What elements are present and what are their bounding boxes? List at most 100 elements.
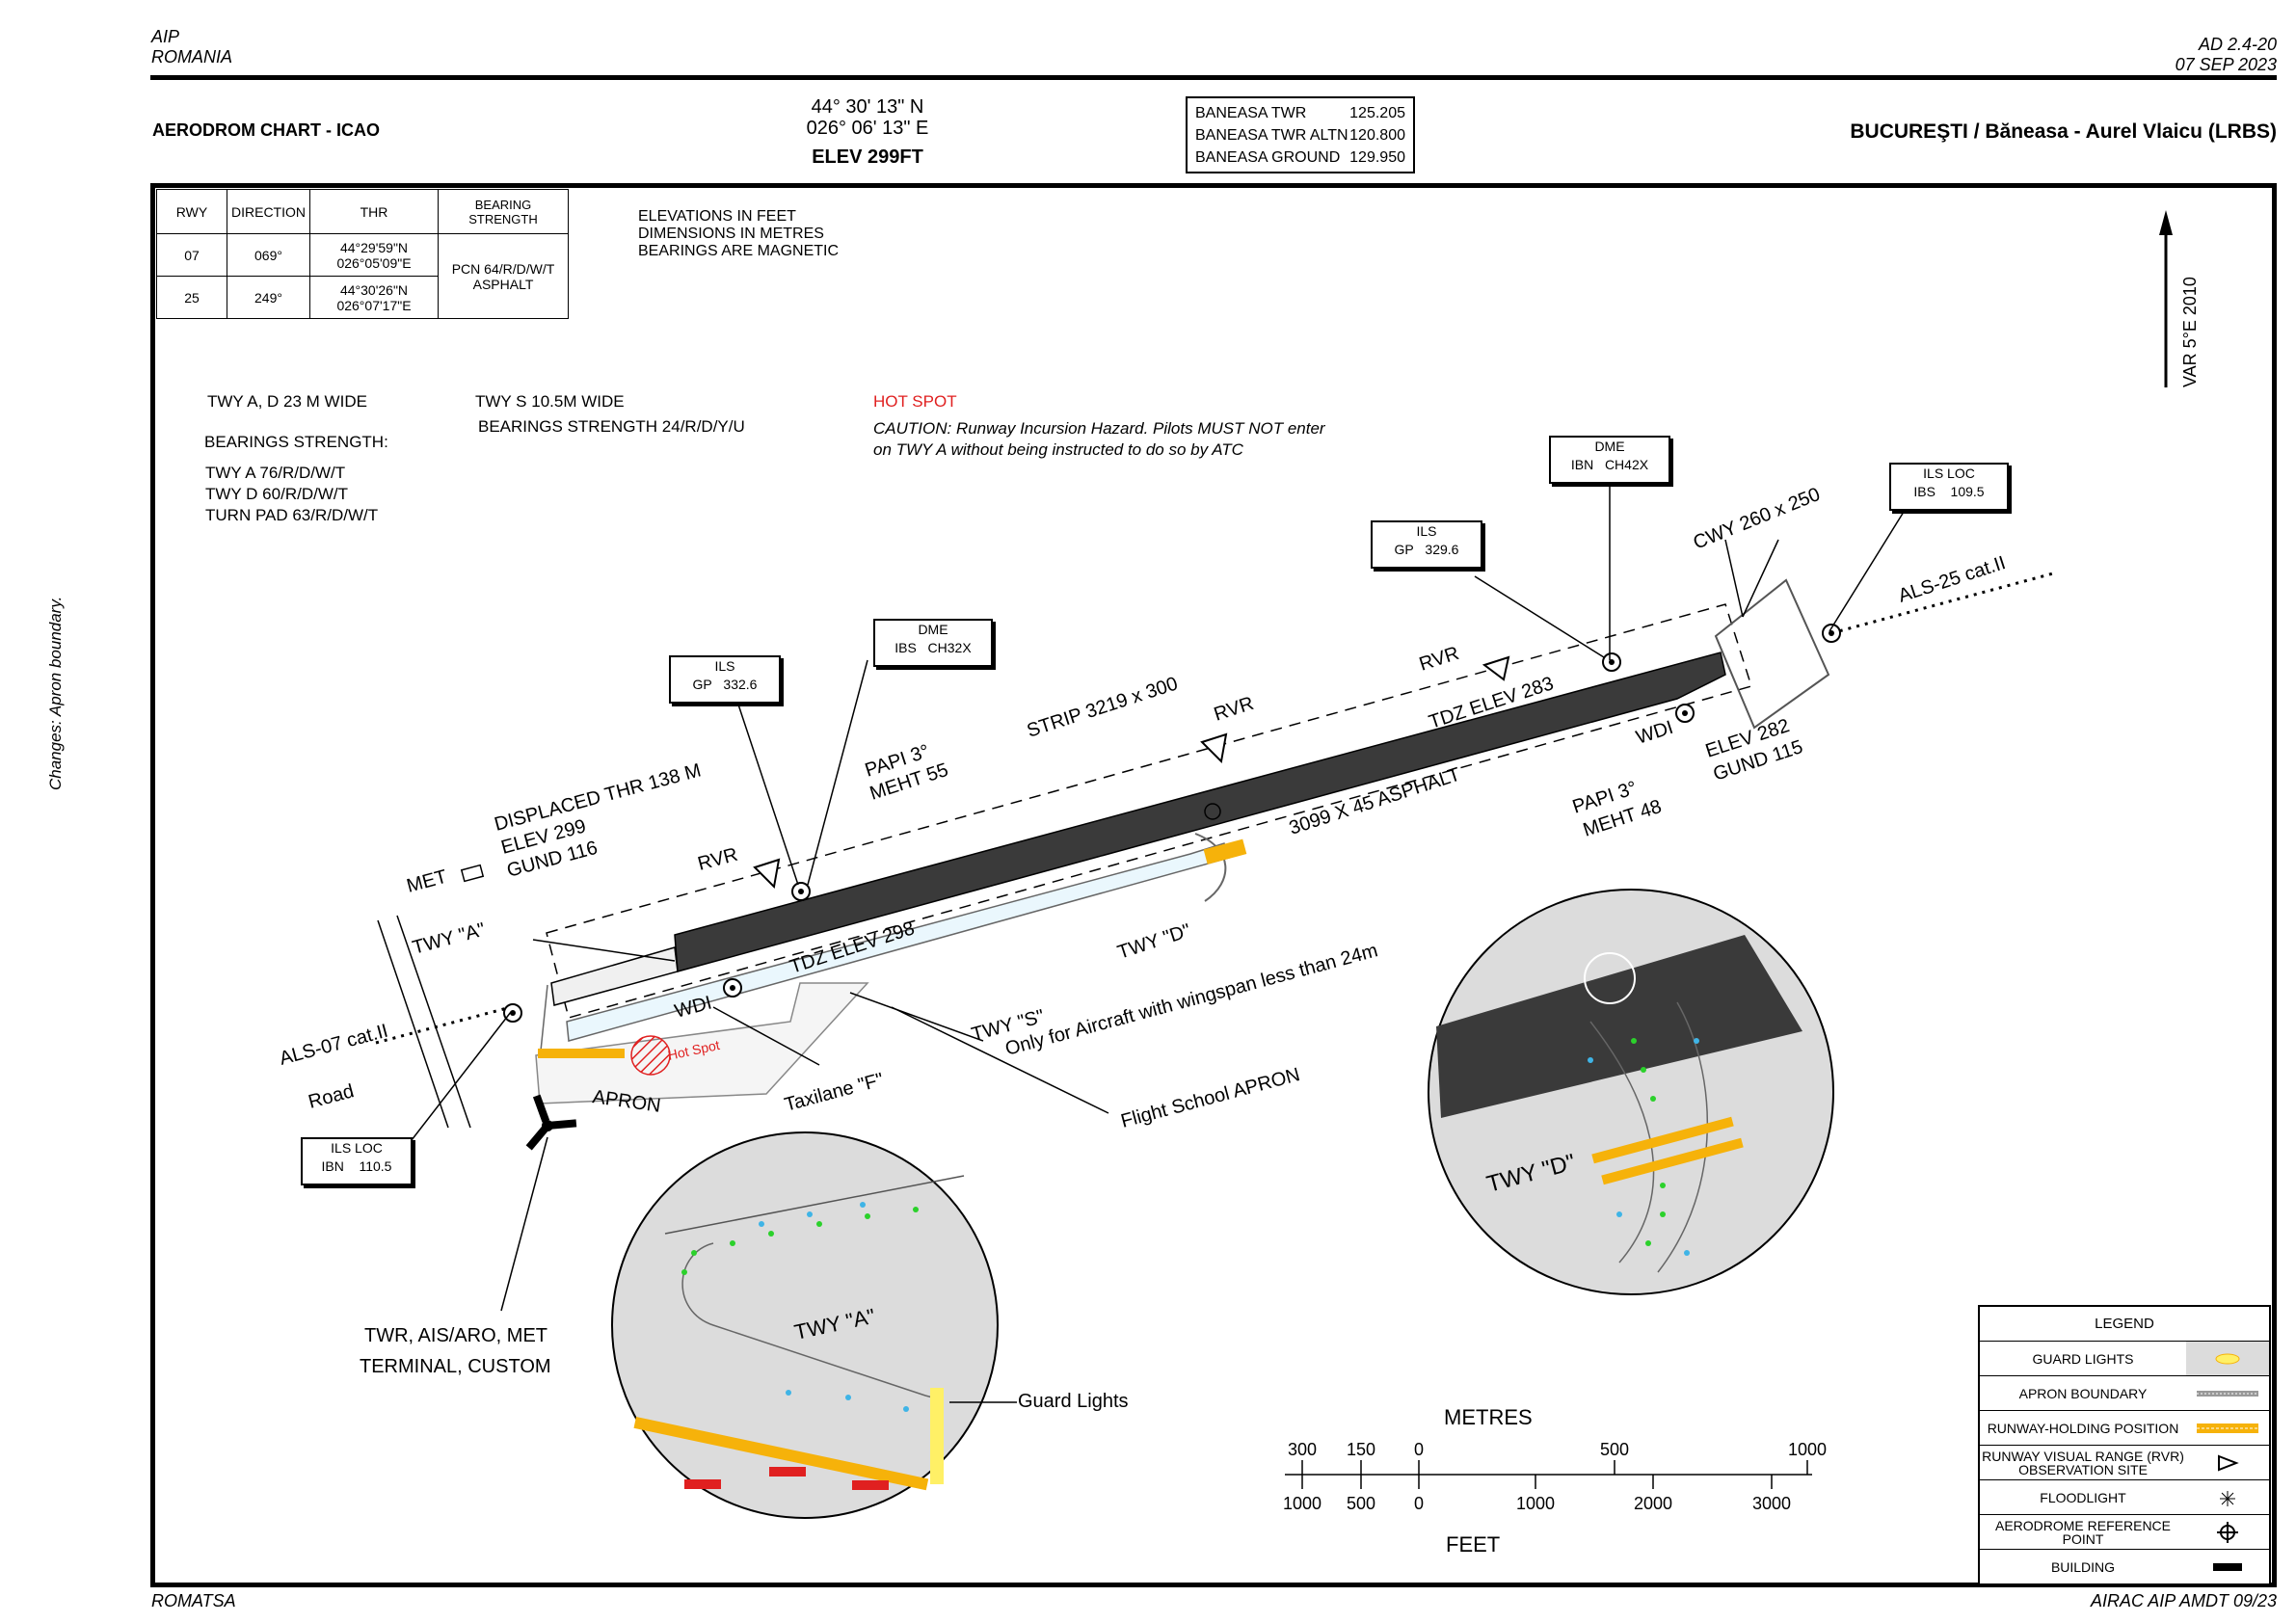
- freq-name: BANEASA TWR: [1195, 105, 1307, 121]
- ils-loc-east-site-icon: [1822, 624, 1841, 643]
- header-aip: AIP: [151, 27, 180, 46]
- scale-tick: 2000: [1634, 1494, 1672, 1513]
- box-value: 110.5: [359, 1158, 392, 1174]
- legend-item: APRON BOUNDARY: [1980, 1376, 2269, 1411]
- legend-item: FLOODLIGHT: [1980, 1480, 2269, 1515]
- inset-twy-a: TWY "A": [611, 1131, 999, 1519]
- frequency-box: BANEASA TWR 125.205 BANEASA TWR ALTN 120.8…: [1186, 96, 1415, 173]
- legend-item-label: AERODROME REFERENCE POINT: [1994, 1517, 2172, 1547]
- floodlight-icon: [2186, 1480, 2269, 1514]
- no-entry-sign: [852, 1480, 889, 1490]
- bearing-strength-title: BEARINGS STRENGTH:: [204, 433, 388, 451]
- als-25-label: ALS-25 cat.II: [1896, 552, 2009, 607]
- wdi-east-icon: [1675, 704, 1695, 723]
- col-header-direction: DIRECTION: [227, 189, 310, 234]
- met-label: MET: [405, 866, 449, 897]
- units-note: ELEVATIONS IN FEET DIMENSIONS IN METRES …: [638, 208, 839, 260]
- cell-rwy: 25: [156, 276, 227, 319]
- freq-row: BANEASA TWR 125.205: [1195, 102, 1405, 124]
- ils-gp-east-box: ILS GP 329.6: [1371, 520, 1482, 569]
- thr-lat: 44°29'59"N: [339, 239, 409, 255]
- cell-thr: 44°30'26"N 026°07'17"E: [309, 276, 439, 319]
- chart-title: AERODROM CHART - ICAO: [152, 120, 380, 140]
- holding-position-apron: [538, 1049, 625, 1058]
- wdi-west-icon: [723, 978, 742, 998]
- scale-tick: 0: [1414, 1494, 1424, 1513]
- bs-line: TURN PAD 63/R/D/W/T: [205, 506, 379, 524]
- units-line: BEARINGS ARE MAGNETIC: [638, 243, 840, 259]
- scale-tick-labels: 300 150 0 500 1000 1000 500 0 1000 2000 …: [1283, 1440, 1827, 1513]
- freq-name: BANEASA TWR ALTN: [1195, 127, 1348, 144]
- rvr-east-label: RVR: [1417, 643, 1462, 676]
- scale-tick: 1000: [1283, 1494, 1322, 1513]
- scale-tick: 300: [1288, 1440, 1317, 1459]
- tower-building-icon: [525, 1094, 577, 1151]
- taxiway-d-link: [1194, 833, 1227, 902]
- box-title: DME: [1594, 439, 1625, 454]
- box-value: 329.6: [1425, 542, 1459, 557]
- twy-s-width-note: TWY S 10.5M WIDE: [475, 392, 625, 411]
- clearway-box: [1714, 578, 1830, 730]
- chart-frame: [150, 183, 2277, 1587]
- legend-item: RUNWAY VISUAL RANGE (RVR) OBSERVATION SI…: [1980, 1446, 2269, 1480]
- box-value: CH32X: [927, 640, 972, 655]
- cell-strength: PCN 64/R/D/W/T ASPHALT: [438, 233, 569, 319]
- legend-item: AERODROME REFERENCE POINT: [1980, 1515, 2269, 1550]
- arp-lon: 026° 06' 13" E: [806, 118, 929, 139]
- header-left: AIP ROMANIA: [151, 27, 232, 67]
- terminal-label: TERMINAL, CUSTOM: [360, 1356, 551, 1377]
- header-country: ROMANIA: [151, 47, 233, 67]
- freq-name: BANEASA GROUND: [1195, 149, 1341, 166]
- freq-value: 129.950: [1349, 149, 1405, 166]
- header-date: 07 SEP 2023: [2175, 55, 2277, 74]
- guard-lights-icon: [2186, 1342, 2269, 1375]
- twy-s-strength-note: BEARINGS STRENGTH 24/R/D/Y/U: [478, 417, 745, 436]
- scale-metres-label: METRES: [1444, 1405, 1533, 1429]
- thr-lat: 44°30'26"N: [339, 281, 409, 298]
- legend-item-label: FLOODLIGHT: [2040, 1489, 2126, 1505]
- twr-label: TWR, AIS/ARO, MET: [364, 1325, 547, 1346]
- box-ident: IBS: [894, 640, 917, 655]
- als-07-label: ALS-07 cat.II: [278, 1021, 390, 1070]
- variation-label: VAR 5°E 2010: [2180, 277, 2200, 387]
- freq-value: 125.205: [1349, 105, 1405, 121]
- als-07-line: [375, 1005, 512, 1045]
- header-right: AD 2.4-20 07 SEP 2023: [2176, 35, 2277, 75]
- rvr-east-icon: [1482, 655, 1510, 681]
- legend-item-label: APRON BOUNDARY: [2018, 1385, 2148, 1401]
- strength-pcn: PCN 64/R/D/W/T: [451, 260, 555, 277]
- hotspot-line: CAUTION: Runway Incursion Hazard. Pilots…: [873, 419, 1325, 438]
- displaced-thr-label: DISPLACED THR 138 M: [493, 759, 704, 835]
- cell-rwy: 07: [156, 233, 227, 277]
- footer-left: ROMATSA: [151, 1591, 236, 1610]
- wdi-east-label: WDI: [1634, 717, 1676, 749]
- legend-box: LEGEND GUARD LIGHTS APRON BOUNDARY RUNWA…: [1978, 1305, 2271, 1585]
- box-value: 332.6: [723, 677, 758, 692]
- legend-item-label: RUNWAY-HOLDING POSITION: [1987, 1420, 2179, 1436]
- rvr-mid-label: RVR: [1212, 693, 1257, 726]
- leader-lines: [404, 472, 1909, 1312]
- freq-row: BANEASA TWR ALTN 120.800: [1195, 124, 1405, 146]
- holding-position-icon: [2186, 1411, 2269, 1445]
- no-entry-sign: [769, 1467, 806, 1477]
- box-title: ILS: [1416, 523, 1437, 539]
- freq-row: BANEASA GROUND 129.950: [1195, 146, 1405, 169]
- rvr-mid-icon: [1200, 732, 1228, 764]
- box-value: CH42X: [1604, 457, 1649, 472]
- ils-loc-east-box: ILS LOC IBS 109.5: [1889, 463, 2009, 511]
- hotspot-area: [630, 1035, 671, 1076]
- box-title: ILS LOC: [331, 1140, 383, 1156]
- header-rule: [150, 75, 2277, 80]
- bs-line: TWY D 60/R/D/W/T: [205, 485, 348, 503]
- hotspot-caution: CAUTION: Runway Incursion Hazard. Pilots…: [873, 418, 1325, 461]
- legend-item-label: BUILDING: [2050, 1558, 2116, 1575]
- scale-tick: 1000: [1516, 1494, 1555, 1513]
- arp-legend-icon: [2186, 1515, 2269, 1549]
- box-ident: IBS: [1913, 484, 1936, 499]
- inset-twy-d: TWY "D": [1428, 889, 1834, 1295]
- rvr-icon: [2186, 1446, 2269, 1479]
- units-line: DIMENSIONS IN METRES: [638, 226, 824, 242]
- legend-item: RUNWAY-HOLDING POSITION: [1980, 1411, 2269, 1446]
- scale-bar: [1285, 1460, 1812, 1489]
- cwy-label: CWY 260 x 250: [1691, 484, 1824, 554]
